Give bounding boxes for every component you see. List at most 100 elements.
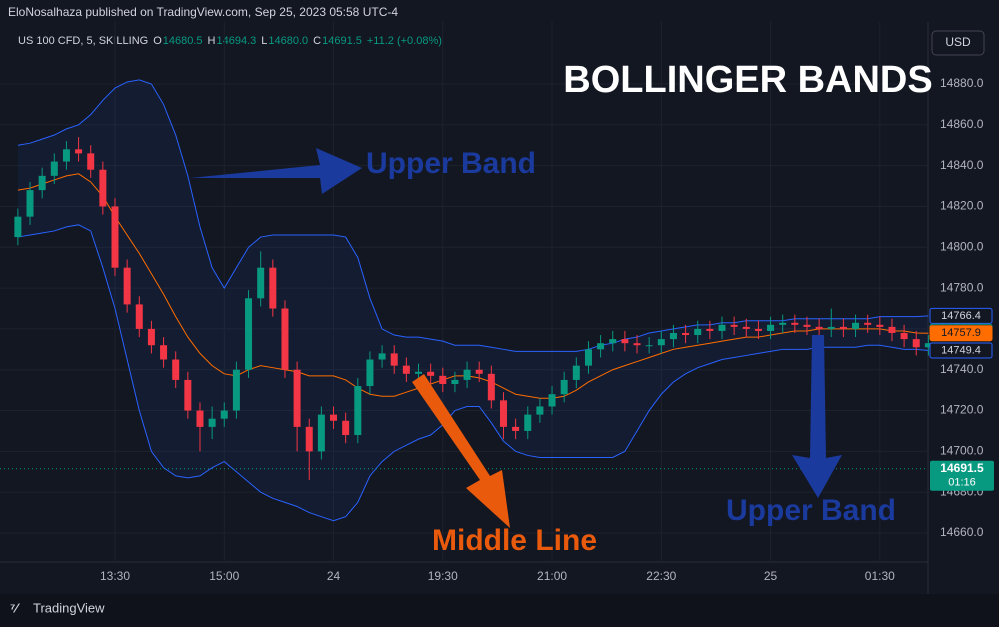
symbol: US 100 CFD, 5, SKILLING bbox=[18, 35, 148, 47]
candle-body bbox=[293, 369, 301, 427]
candle-body bbox=[487, 373, 495, 401]
candle-body bbox=[245, 298, 253, 370]
candle-body bbox=[342, 420, 350, 436]
ohlc-value: 14680.5 bbox=[163, 35, 203, 47]
y-tick-label: 14740.0 bbox=[940, 362, 984, 376]
x-tick-label: 15:00 bbox=[209, 569, 239, 583]
candle-body bbox=[524, 414, 532, 431]
candle-body bbox=[548, 394, 556, 407]
price-label-box bbox=[929, 342, 993, 359]
y-tick-label: 14720.0 bbox=[940, 403, 984, 417]
candle-body bbox=[257, 267, 265, 299]
x-tick-label: 13:30 bbox=[100, 569, 130, 583]
candle-body bbox=[852, 322, 860, 329]
ohlc-value: 14680.0 bbox=[268, 35, 308, 47]
annotation: Middle Line bbox=[432, 524, 597, 557]
candle-body bbox=[633, 343, 641, 346]
candle-body bbox=[196, 410, 204, 427]
candle-body bbox=[597, 343, 605, 350]
symbol-legend: US 100 CFD, 5, SKILLING O 14680.5 H 14694.3 L… bbox=[18, 35, 442, 47]
candle-body bbox=[924, 343, 932, 348]
candle-body bbox=[184, 379, 192, 411]
ohlc-key: H bbox=[208, 35, 216, 47]
y-tick-label: 14880.0 bbox=[940, 76, 984, 90]
price-label: 14757.9 bbox=[941, 327, 981, 339]
candle-body bbox=[317, 414, 325, 452]
x-tick-label: 24 bbox=[327, 569, 341, 583]
annotation: Upper Band bbox=[726, 494, 896, 527]
candle-body bbox=[305, 426, 313, 452]
chart-title: BOLLINGER BANDS bbox=[563, 59, 932, 101]
y-tick-label: 14840.0 bbox=[940, 158, 984, 172]
arrow bbox=[792, 335, 842, 498]
candle-body bbox=[475, 369, 483, 374]
candle-body bbox=[14, 216, 22, 238]
brand-logo: ⁷⁄ bbox=[10, 600, 20, 615]
current-price-box bbox=[930, 460, 994, 491]
x-tick-label: 21:00 bbox=[537, 569, 567, 583]
candle-body bbox=[111, 206, 119, 268]
ohlc-value: 14694.3 bbox=[217, 35, 257, 47]
y-tick-label: 14800.0 bbox=[940, 239, 984, 253]
candle-body bbox=[791, 322, 799, 325]
candle-body bbox=[815, 326, 823, 329]
x-tick-label: 25 bbox=[764, 569, 778, 583]
candle-body bbox=[754, 328, 762, 331]
candle-body bbox=[718, 324, 726, 331]
candle-body bbox=[415, 371, 422, 374]
candle-body bbox=[779, 322, 787, 325]
y-tick-label: 14860.0 bbox=[940, 117, 984, 131]
candle-body bbox=[50, 161, 58, 176]
candle-body bbox=[87, 153, 95, 170]
candle-body bbox=[281, 308, 289, 370]
x-tick-label: 01:30 bbox=[865, 569, 895, 583]
candle-body bbox=[694, 328, 702, 336]
price-label-box bbox=[929, 307, 993, 324]
candle-body bbox=[439, 375, 447, 385]
candle-body bbox=[269, 267, 277, 309]
y-tick-label: 14780.0 bbox=[940, 280, 984, 294]
currency-button[interactable] bbox=[931, 30, 985, 56]
candle-body bbox=[900, 332, 908, 340]
candle-body bbox=[378, 353, 386, 360]
price-label-box bbox=[929, 325, 993, 342]
ohlc-key: C bbox=[313, 35, 321, 47]
candle-body bbox=[584, 349, 592, 366]
y-tick-label: 14820.0 bbox=[940, 199, 984, 213]
candle-body bbox=[742, 326, 750, 329]
candle-body bbox=[232, 369, 240, 411]
band-line bbox=[17, 173, 929, 399]
current-price: 14691.5 bbox=[940, 461, 984, 475]
price-label: 14749.4 bbox=[941, 344, 981, 356]
x-tick-label: 19:30 bbox=[428, 569, 458, 583]
candle-body bbox=[354, 386, 362, 436]
footer-bar bbox=[0, 594, 999, 627]
candle-body bbox=[645, 345, 653, 347]
candle-body bbox=[451, 379, 459, 385]
x-tick-label: 22:30 bbox=[646, 569, 676, 583]
candle-body bbox=[160, 345, 168, 360]
candle-body bbox=[730, 324, 738, 327]
candle-body bbox=[864, 322, 872, 325]
brand-name: TradingView bbox=[33, 600, 105, 615]
current-timer: 01:16 bbox=[948, 477, 976, 489]
currency[interactable]: USD bbox=[945, 35, 971, 49]
candle-body bbox=[366, 359, 374, 387]
plot: 14880.0 14860.0 14840.0 14820.0 14800.0 14780… bbox=[0, 22, 994, 583]
candle-body bbox=[38, 175, 46, 191]
candle-body bbox=[172, 359, 180, 380]
band-line bbox=[17, 79, 929, 352]
price-label: 14766.4 bbox=[941, 310, 981, 322]
band-fill bbox=[17, 79, 929, 521]
ohlc-key: O bbox=[153, 35, 162, 47]
candle-body bbox=[827, 326, 835, 329]
candle-body bbox=[62, 149, 70, 162]
candle-body bbox=[330, 414, 338, 421]
candle-body bbox=[609, 339, 617, 344]
candle-body bbox=[839, 326, 847, 329]
candle-body bbox=[75, 149, 83, 154]
candle-body bbox=[706, 328, 714, 331]
candle-body bbox=[767, 324, 775, 331]
